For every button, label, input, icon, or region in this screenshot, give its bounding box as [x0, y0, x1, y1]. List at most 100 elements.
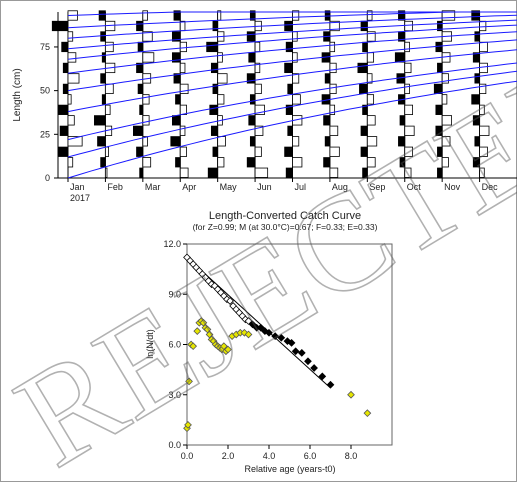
lfq-bar — [67, 136, 83, 147]
month-label: Feb — [107, 182, 123, 192]
lfq-bar — [142, 115, 150, 126]
growth-curve — [67, 31, 517, 74]
lfq-bar — [179, 167, 189, 178]
lfq-bar — [249, 94, 256, 105]
lfq-bar — [210, 62, 219, 74]
lfq-bar — [471, 10, 480, 21]
lfq-chart: 0 25 50 75 Jan Feb Mar Apr May Jun Jul Aug Sep Oct No… — [12, 10, 517, 203]
lfq-bar — [362, 104, 368, 115]
lfq-bar — [51, 20, 69, 32]
lfq-bar — [404, 167, 412, 178]
lfq-bar — [67, 94, 72, 105]
lfq-year-label: 2017 — [70, 193, 90, 203]
lfq-bar — [179, 41, 187, 53]
lfq-bar — [323, 115, 331, 126]
cc-ticks: 0.0 2.0 4.0 6.0 8.0 0.0 3.0 6.0 9.0 12.0 — [163, 239, 357, 461]
lfq-bar — [441, 94, 448, 105]
data-point-used — [256, 323, 265, 332]
lfq-bar — [359, 83, 368, 95]
lfq-bar — [479, 62, 488, 74]
lfq-bar — [287, 83, 293, 95]
lfq-bar — [105, 41, 114, 53]
lfq-bar — [98, 10, 106, 21]
lfq-bar — [441, 157, 449, 168]
lfq-bar — [398, 136, 406, 147]
lfq-bar — [404, 62, 412, 74]
lfq-bar — [474, 73, 480, 84]
lfq-bar — [142, 157, 152, 168]
lfq-bar — [246, 31, 256, 42]
data-point-used — [310, 364, 318, 372]
chart-title: Length-Converted Catch Curve — [209, 210, 361, 222]
lfq-bar — [136, 20, 144, 32]
lfq-bar — [437, 146, 443, 157]
lfq-y-tick-label: 25 — [40, 129, 50, 139]
lfq-bar — [287, 125, 293, 136]
lfq-y-tick-label: 75 — [40, 42, 50, 52]
lfq-bar — [254, 41, 261, 53]
lfq-bar — [137, 41, 144, 53]
lfq-bar — [179, 62, 186, 74]
lfq-bar — [142, 94, 150, 105]
lfq-bar — [324, 136, 331, 147]
month-label: May — [220, 182, 238, 192]
data-point-excluded — [244, 330, 253, 339]
lfq-bar — [284, 62, 293, 74]
y-tick-label: 6.0 — [168, 340, 181, 350]
lfq-bar — [433, 83, 443, 95]
lfq-bar — [62, 62, 69, 74]
data-point-used — [277, 333, 286, 342]
x-tick-label: 6.0 — [304, 451, 317, 461]
lfq-bar — [285, 167, 293, 178]
lfq-bar — [207, 167, 219, 178]
lfq-y-ticks: 0 25 50 75 — [40, 42, 58, 183]
lfq-bar — [479, 83, 487, 95]
lfq-bar — [366, 10, 373, 21]
lfq-bar — [58, 104, 69, 115]
lfq-bar — [394, 52, 406, 63]
lfq-bar — [362, 167, 368, 178]
lfq-bar — [170, 136, 181, 147]
lfq-bar — [101, 94, 106, 105]
lfq-bar — [179, 20, 186, 32]
data-point-excluded — [363, 409, 372, 418]
month-label: Jun — [257, 182, 272, 192]
month-label: Jul — [295, 182, 307, 192]
lfq-bar — [435, 104, 443, 115]
x-axis-label: Relative age (years-t0) — [244, 464, 335, 474]
lfq-bar — [67, 115, 75, 126]
lfq-bar — [137, 83, 144, 95]
lfq-bar — [139, 167, 144, 178]
lfq-bar — [329, 125, 339, 136]
lfq-bar — [404, 104, 414, 115]
lfq-bar — [329, 167, 339, 178]
y-tick-label: 3.0 — [168, 390, 181, 400]
lfq-bar — [285, 104, 293, 115]
lfq-bar — [362, 41, 368, 53]
lfq-bar — [292, 157, 303, 168]
lfq-bar — [254, 104, 265, 115]
data-point-used — [261, 327, 269, 335]
lfq-bar — [474, 31, 480, 42]
lfq-bar — [292, 73, 300, 84]
lfq-bar — [254, 167, 269, 178]
lfq-bar — [285, 41, 293, 53]
cc-points — [183, 253, 372, 433]
chart-subtitle: (for Z=0.99; M (at 30.0°C)=0.67; F=0.33;… — [193, 222, 378, 232]
lfq-y-tick-label: 50 — [40, 86, 50, 96]
lfq-bar — [248, 115, 256, 126]
growth-curve — [67, 39, 517, 92]
lfq-bar — [404, 83, 410, 95]
lfq-bar — [100, 31, 106, 42]
lfq-bar — [435, 125, 443, 136]
data-point-used — [283, 337, 292, 346]
lfq-bar — [179, 104, 187, 115]
data-point-used — [297, 349, 306, 357]
lfq-bar — [366, 31, 376, 42]
lfq-bar — [249, 10, 256, 21]
lfq-bar — [284, 20, 293, 32]
lfq-bar — [133, 125, 144, 136]
lfq-bar — [61, 41, 69, 53]
lfq-bar — [437, 20, 443, 32]
